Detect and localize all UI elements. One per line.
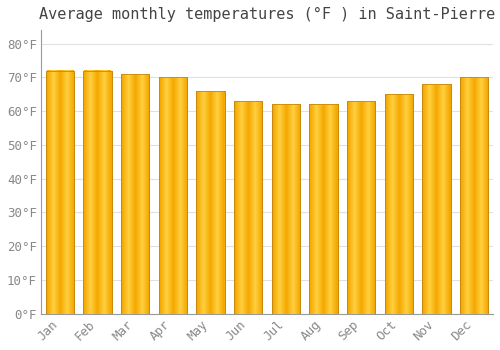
- Bar: [310, 104, 338, 314]
- Bar: [46, 71, 74, 314]
- Bar: [347, 101, 376, 314]
- Bar: [272, 104, 300, 314]
- Bar: [385, 94, 413, 314]
- Title: Average monthly temperatures (°F ) in Saint-Pierre: Average monthly temperatures (°F ) in Sa…: [39, 7, 495, 22]
- Bar: [385, 94, 413, 314]
- Bar: [234, 101, 262, 314]
- Bar: [272, 104, 300, 314]
- Bar: [121, 74, 150, 314]
- Bar: [159, 77, 187, 314]
- Bar: [422, 84, 450, 314]
- Bar: [460, 77, 488, 314]
- Bar: [422, 84, 450, 314]
- Bar: [46, 71, 74, 314]
- Bar: [121, 74, 150, 314]
- Bar: [159, 77, 187, 314]
- Bar: [196, 91, 224, 314]
- Bar: [234, 101, 262, 314]
- Bar: [84, 71, 112, 314]
- Bar: [310, 104, 338, 314]
- Bar: [84, 71, 112, 314]
- Bar: [196, 91, 224, 314]
- Bar: [460, 77, 488, 314]
- Bar: [347, 101, 376, 314]
